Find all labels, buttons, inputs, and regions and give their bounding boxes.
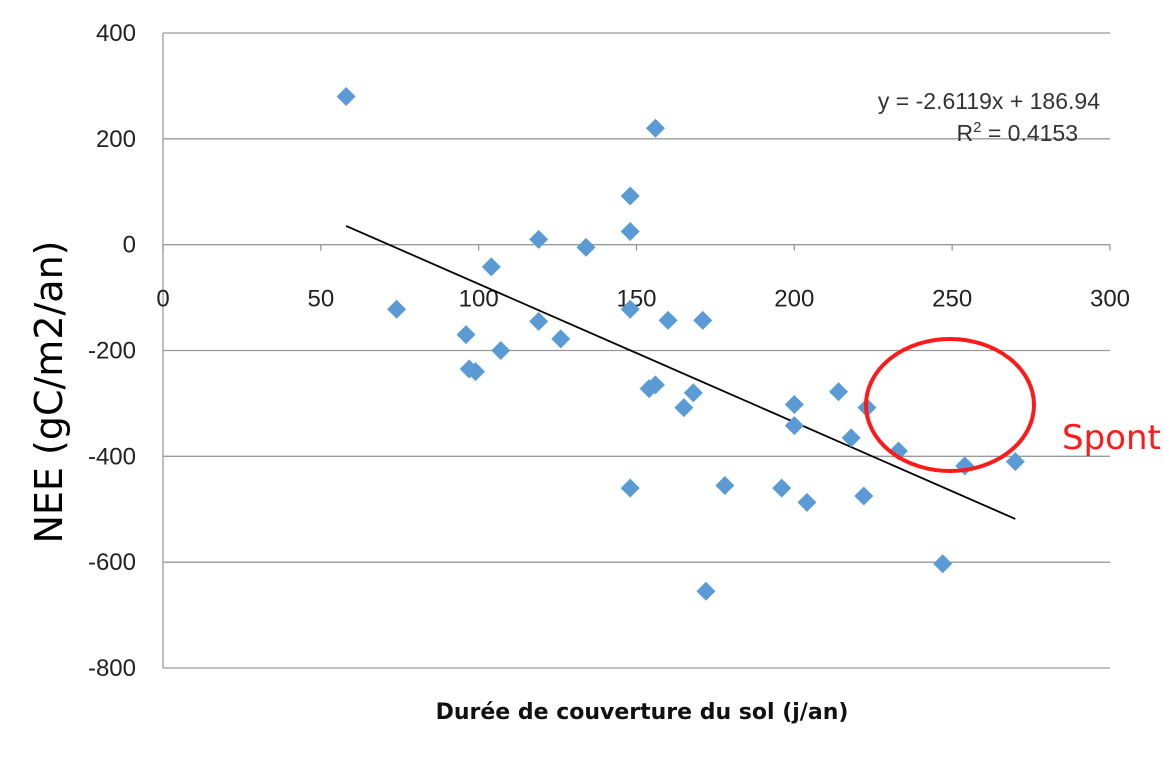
data-point xyxy=(933,554,953,574)
data-point xyxy=(658,310,678,330)
r-squared-label: R2 = 0.4153 xyxy=(956,119,1078,146)
data-point xyxy=(841,428,861,448)
y-tick-label: 200 xyxy=(96,126,136,153)
data-point xyxy=(551,329,571,349)
trendline xyxy=(345,225,1016,520)
gridlines xyxy=(162,32,1111,669)
highlight-ellipse xyxy=(864,337,1036,473)
data-point xyxy=(797,492,817,512)
data-point xyxy=(715,475,735,495)
y-tick-label: -400 xyxy=(88,443,136,470)
data-point xyxy=(481,257,501,277)
y-tick-label: -600 xyxy=(88,549,136,576)
data-point xyxy=(576,237,596,257)
y-axis-label: NEE (gC/m2/an) xyxy=(27,241,71,544)
data-point xyxy=(336,87,356,106)
data-point xyxy=(645,118,665,138)
data-point xyxy=(491,341,511,360)
r-squared-superscript: 2 xyxy=(973,119,981,136)
data-points xyxy=(336,87,1025,601)
x-tick-label: 250 xyxy=(932,286,972,313)
data-point xyxy=(674,398,694,418)
data-point xyxy=(529,311,549,331)
data-point xyxy=(387,299,407,319)
y-tick-labels: 400 200 0 -200 -400 -600 -800 xyxy=(88,20,136,682)
data-point xyxy=(529,229,549,249)
r-squared-value: = 0.4153 xyxy=(981,120,1078,146)
data-point xyxy=(772,478,792,498)
y-tick-label: -200 xyxy=(88,338,136,365)
r-squared-prefix: R xyxy=(956,120,973,146)
trendline-equation: y = -2.6119x + 186.94 xyxy=(878,88,1100,114)
x-tick-label: 50 xyxy=(307,286,334,313)
x-axis-label: Durée de couverture du sol (j/an) xyxy=(436,700,849,725)
data-point xyxy=(829,382,849,402)
data-point xyxy=(620,221,640,241)
y-tick-label: 400 xyxy=(96,20,136,47)
data-point xyxy=(784,416,804,436)
data-point xyxy=(683,383,703,403)
data-point xyxy=(696,581,716,601)
data-point xyxy=(645,375,665,395)
data-point xyxy=(456,325,476,345)
x-tick-label: 0 xyxy=(156,286,169,313)
y-tick-label: 0 xyxy=(123,232,136,259)
x-tick-labels: 0 50 100 150 200 250 300 xyxy=(156,286,1130,313)
data-point xyxy=(1005,452,1025,472)
y-tick-label: -800 xyxy=(88,655,136,682)
data-point xyxy=(620,299,640,319)
data-point xyxy=(784,394,804,414)
data-point xyxy=(693,310,713,330)
data-point xyxy=(620,478,640,498)
data-point xyxy=(620,186,640,206)
data-point xyxy=(466,362,486,382)
spont-annotation: Spont xyxy=(1062,418,1161,458)
x-tick-label: 200 xyxy=(774,286,814,313)
x-tick-label: 300 xyxy=(1090,286,1130,313)
data-point xyxy=(854,486,874,506)
